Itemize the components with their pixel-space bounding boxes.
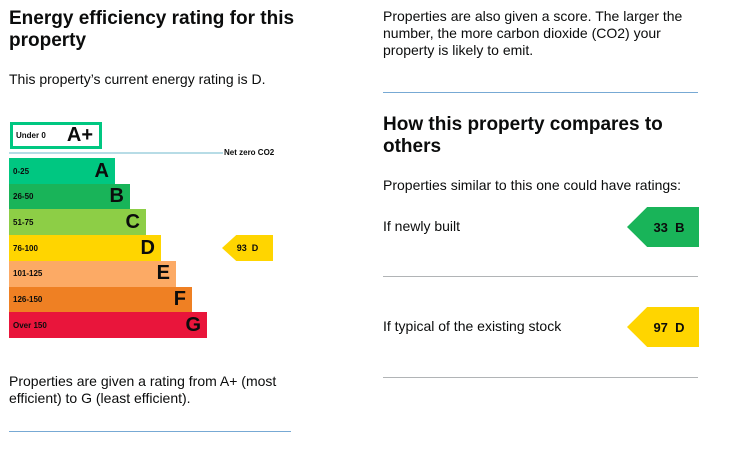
compare-score: 33 [653,219,668,235]
band-letter: A+ [66,124,93,146]
band-range: Under 0 [16,131,46,140]
compare-label: If newly built [383,218,461,234]
compare-label: If typical of the existing stock [383,318,562,334]
band-a: 0-25 A [9,158,115,184]
current-rating-arrow: 93 D [222,235,273,261]
band-range: 126-150 [13,295,43,304]
band-letter: B [109,185,124,208]
band-letter: D [140,236,155,259]
compare-rating-arrow: 97 D [627,307,699,347]
score-intro: Properties are also given a score. The l… [383,8,683,58]
current-letter: D [251,243,259,253]
band-letter: F [173,288,186,310]
band-range: 26-50 [13,192,34,202]
divider [9,431,291,432]
compare-letter: D [675,319,685,335]
band-letter: E [156,262,170,285]
band-range: 0-25 [13,166,30,176]
net-zero-label: Net zero CO2 [224,148,275,157]
rating-footer: Properties are given a rating from A+ (m… [9,373,277,406]
band-c: 51-75 C [9,209,146,236]
compare-rating-arrow: 33 B [627,207,699,247]
band-range: 76-100 [13,243,38,253]
band-range: 101-125 [13,269,43,279]
band-aplus: Under 0 A+ [10,122,102,149]
band-e: 101-125 E [9,260,176,287]
divider [383,92,698,93]
band-g: Over 150 G [9,312,207,339]
band-range: Over 150 [13,320,47,330]
divider [383,276,698,277]
net-zero-line [9,152,223,154]
compare-letter: B [675,219,685,235]
band-f: 126-150 F [9,286,192,313]
band-letter: G [185,313,201,336]
band-d: 76-100 D [9,235,161,262]
compare-title: How this property compares to others [383,114,663,157]
band-letter: A [94,159,109,182]
band-range: 51-75 [13,217,34,227]
band-b: 26-50 B [9,183,130,210]
current-rating-text: This property’s current energy rating is… [9,71,266,87]
page-title: Energy efficiency rating for this proper… [9,8,295,51]
band-letter: C [125,210,140,233]
current-score: 93 [236,243,247,253]
similar-text: Properties similar to this one could hav… [383,177,682,193]
divider [383,377,698,378]
compare-score: 97 [653,319,668,335]
